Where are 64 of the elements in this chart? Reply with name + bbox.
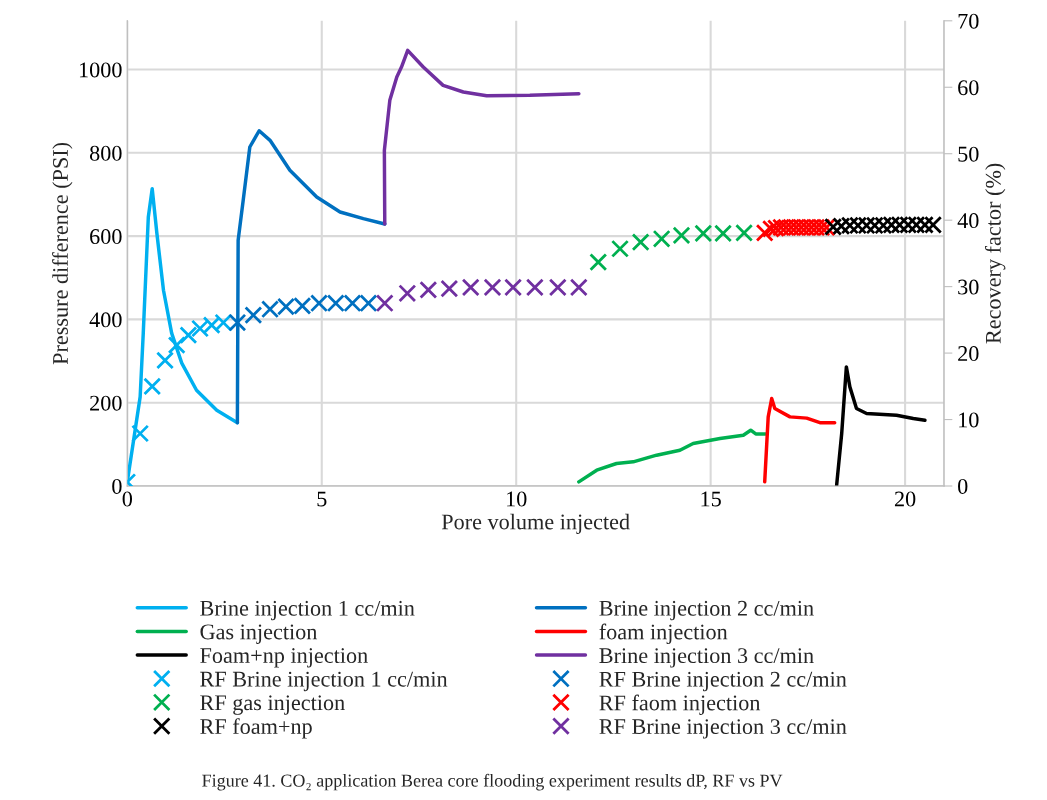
line-series xyxy=(834,365,927,486)
point xyxy=(143,377,162,396)
x-tick-label: 20 xyxy=(894,491,916,507)
point xyxy=(179,326,198,345)
line-series xyxy=(577,428,768,484)
point xyxy=(131,424,150,443)
y-tick-label: 0 xyxy=(112,478,122,494)
point xyxy=(569,278,588,297)
y2-tick-label: 10 xyxy=(959,412,979,428)
point xyxy=(244,306,263,325)
point xyxy=(672,226,691,245)
point xyxy=(440,279,459,298)
point xyxy=(735,223,754,242)
line-series xyxy=(762,396,837,484)
legend-label: foam injection xyxy=(599,623,728,644)
legend-label: RF Brine injection 3 cc/min xyxy=(599,719,847,739)
x-tick-label: 10 xyxy=(507,491,527,507)
line-series xyxy=(382,48,581,226)
x-tick-label: 5 xyxy=(317,491,327,507)
point xyxy=(419,280,438,299)
x-tick-label: 15 xyxy=(701,491,721,507)
legend-label: RF gas injection xyxy=(200,695,345,715)
legend-label: RF faom injection xyxy=(599,694,761,715)
legend-label: Foam+np injection xyxy=(200,648,368,668)
caption: Figure 41. CO₂ application Berea core flooding experiment results dP, RF vs PV xyxy=(202,773,783,791)
legend-label: Brine injection 1 cc/min xyxy=(200,600,415,621)
point xyxy=(611,239,630,258)
y2-tick-label: 60 xyxy=(958,80,979,96)
point xyxy=(156,351,175,370)
point xyxy=(589,253,608,272)
y-tick-label: 400 xyxy=(89,312,122,328)
y-tick-label: 800 xyxy=(89,145,122,161)
point xyxy=(504,278,523,297)
y-axis-title: Pressure difference (PSI) xyxy=(52,142,73,365)
y2-tick-label: 70 xyxy=(958,13,979,29)
y2-tick-label: 30 xyxy=(958,279,979,295)
x-axis-title: Pore volume injected xyxy=(441,513,630,534)
point xyxy=(548,278,567,297)
y2-tick-label: 40 xyxy=(957,213,979,229)
point xyxy=(631,233,650,252)
point xyxy=(652,229,671,248)
legend-label: Brine injection 3 cc/min xyxy=(599,648,814,668)
legend-label: RF Brine injection 1 cc/min xyxy=(200,671,448,692)
point xyxy=(167,336,186,355)
y2-tick-label: 0 xyxy=(958,478,968,494)
point xyxy=(755,223,774,242)
point xyxy=(375,294,394,313)
y-tick-label: 1000 xyxy=(79,62,122,78)
point xyxy=(398,284,417,303)
legend-label: RF Brine injection 2 cc/min xyxy=(599,671,847,692)
legend-label: RF foam+np xyxy=(200,718,312,739)
y2-tick-label: 50 xyxy=(958,146,979,162)
legend-label: Brine injection 2 cc/min xyxy=(599,600,814,621)
y2-tick-label: 20 xyxy=(958,346,979,362)
legend-label: Gas injection xyxy=(200,624,318,644)
point xyxy=(191,319,210,338)
point xyxy=(228,313,247,332)
y-tick-label: 600 xyxy=(90,229,122,245)
point xyxy=(525,278,544,297)
point xyxy=(461,278,480,297)
x-tick-label: 0 xyxy=(122,491,133,507)
y-tick-label: 200 xyxy=(90,395,122,411)
y2-axis-title: Recovery factor (%) xyxy=(984,163,1006,344)
point xyxy=(483,278,502,297)
